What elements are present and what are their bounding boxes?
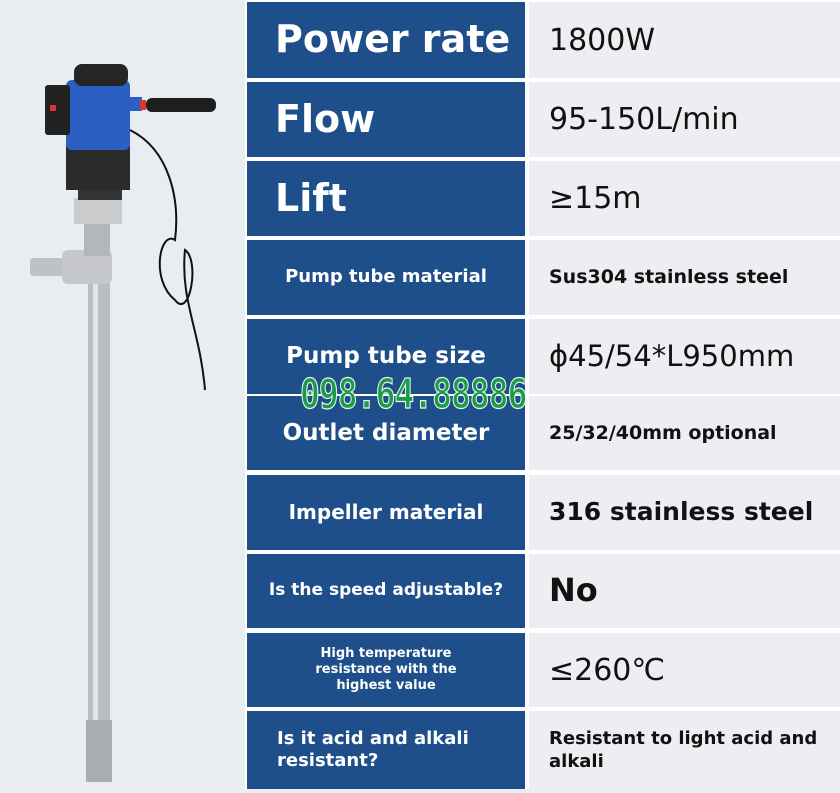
spec-row-tube-material: Pump tube material Sus304 stainless stee… bbox=[245, 240, 840, 315]
product-photo bbox=[0, 0, 245, 789]
spec-label: Lift bbox=[247, 161, 525, 236]
spec-label: High temperature resistance with the hig… bbox=[247, 633, 525, 707]
spec-value: 25/32/40mm optional bbox=[529, 396, 840, 470]
spec-label: Is it acid and alkali resistant? bbox=[247, 711, 525, 789]
spec-value: ϕ45/54*L950mm bbox=[529, 319, 840, 394]
spec-row-flow: Flow 95-150L/min bbox=[245, 82, 840, 157]
spec-row-speed: Is the speed adjustable? No bbox=[245, 554, 840, 628]
spec-label: Pump tube size bbox=[247, 319, 525, 394]
spec-label: Impeller material bbox=[247, 475, 525, 550]
spec-row-tube-size: Pump tube size ϕ45/54*L950mm bbox=[245, 319, 840, 394]
spec-value: 316 stainless steel bbox=[529, 475, 840, 550]
spec-label: Power rate bbox=[247, 2, 525, 78]
spec-value: Sus304 stainless steel bbox=[529, 240, 840, 315]
spec-row-power-rate: Power rate 1800W bbox=[245, 2, 840, 78]
spec-value: 1800W bbox=[529, 2, 840, 78]
spec-label: Flow bbox=[247, 82, 525, 157]
spec-table: Power rate 1800W Flow 95-150L/min Lift ≥… bbox=[245, 0, 840, 789]
spec-value: No bbox=[529, 554, 840, 628]
spec-row-lift: Lift ≥15m bbox=[245, 161, 840, 236]
spec-value: ≥15m bbox=[529, 161, 840, 236]
spec-row-temperature: High temperature resistance with the hig… bbox=[245, 633, 840, 707]
spec-label: Is the speed adjustable? bbox=[247, 554, 525, 628]
spec-row-acid-alkali: Is it acid and alkali resistant? Resista… bbox=[245, 711, 840, 789]
spec-value: Resistant to light acid and alkali bbox=[529, 711, 840, 789]
spec-label: Outlet diameter bbox=[247, 396, 525, 470]
spec-label: Pump tube material bbox=[247, 240, 525, 315]
spec-row-outlet-diameter: Outlet diameter 25/32/40mm optional bbox=[245, 396, 840, 470]
spec-value: 95-150L/min bbox=[529, 82, 840, 157]
spec-value: ≤260℃ bbox=[529, 633, 840, 707]
phone-watermark: 098.64.88886 bbox=[299, 369, 527, 419]
drum-pump-image bbox=[30, 64, 216, 782]
spec-row-impeller: Impeller material 316 stainless steel bbox=[245, 475, 840, 550]
